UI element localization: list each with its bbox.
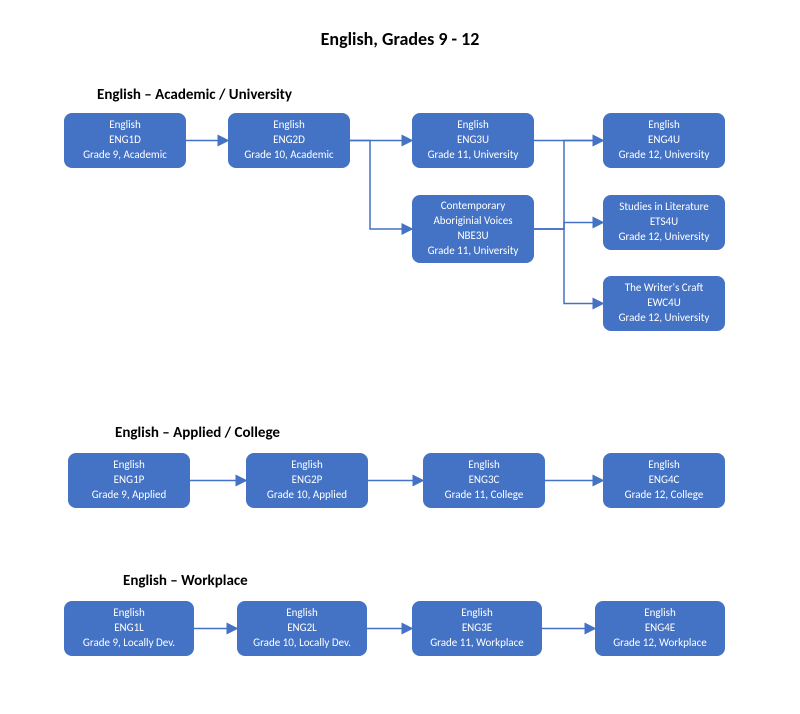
course-line: Grade 9, Locally Dev.	[70, 636, 188, 651]
course-line: Grade 11, College	[429, 488, 539, 503]
course-line: Grade 10, Academic	[234, 148, 344, 163]
course-line: Grade 10, Locally Dev.	[243, 636, 361, 651]
course-line: Grade 12, University	[609, 148, 719, 163]
course-eng1l: EnglishENG1LGrade 9, Locally Dev.	[64, 601, 194, 656]
course-line: NBE3U	[418, 229, 528, 244]
course-line: ENG1D	[70, 133, 180, 148]
course-line: Grade 11, University	[418, 148, 528, 163]
arrow	[534, 141, 603, 230]
course-line: ENG3E	[418, 621, 536, 636]
course-eng1p: EnglishENG1PGrade 9, Applied	[68, 453, 190, 508]
course-line: ENG2L	[243, 621, 361, 636]
course-line: English	[74, 458, 184, 473]
course-line: English	[418, 606, 536, 621]
course-eng3u: EnglishENG3UGrade 11, University	[412, 113, 534, 168]
course-line: English	[243, 606, 361, 621]
course-line: English	[609, 118, 719, 133]
course-ewc4u: The Writer's CraftEWC4UGrade 12, Univers…	[603, 276, 725, 331]
section-title-workplace: English – Workplace	[123, 572, 248, 590]
section-title-academic: English – Academic / University	[97, 86, 292, 104]
course-line: ENG2D	[234, 133, 344, 148]
course-line: ENG1P	[74, 473, 184, 488]
course-line: Contemporary Aboriginial Voices	[418, 199, 528, 229]
course-eng2p: EnglishENG2PGrade 10, Applied	[246, 453, 368, 508]
course-line: Grade 12, University	[609, 230, 719, 245]
course-line: ENG4E	[601, 621, 719, 636]
course-eng4c: EnglishENG4CGrade 12, College	[603, 453, 725, 508]
course-line: Grade 11, Workplace	[418, 636, 536, 651]
course-line: ENG4C	[609, 473, 719, 488]
course-line: English	[70, 118, 180, 133]
course-line: Grade 12, Workplace	[601, 636, 719, 651]
course-line: Grade 12, College	[609, 488, 719, 503]
page-title: English, Grades 9 - 12	[0, 28, 800, 50]
course-eng3e: EnglishENG3EGrade 11, Workplace	[412, 601, 542, 656]
course-line: The Writer's Craft	[609, 281, 719, 296]
course-line: ETS4U	[609, 215, 719, 230]
course-eng1d: EnglishENG1DGrade 9, Academic	[64, 113, 186, 168]
course-line: Grade 11, University	[418, 244, 528, 259]
course-ets4u: Studies in LiteratureETS4UGrade 12, Univ…	[603, 195, 725, 250]
course-line: ENG3U	[418, 133, 528, 148]
course-line: EWC4U	[609, 296, 719, 311]
course-line: ENG4U	[609, 133, 719, 148]
course-line: English	[70, 606, 188, 621]
course-line: ENG3C	[429, 473, 539, 488]
course-line: Studies in Literature	[609, 200, 719, 215]
course-eng2l: EnglishENG2LGrade 10, Locally Dev.	[237, 601, 367, 656]
course-line: ENG2P	[252, 473, 362, 488]
course-eng4u: EnglishENG4UGrade 12, University	[603, 113, 725, 168]
course-line: English	[601, 606, 719, 621]
section-title-applied: English – Applied / College	[115, 424, 280, 442]
course-eng3c: EnglishENG3CGrade 11, College	[423, 453, 545, 508]
course-eng2d: EnglishENG2DGrade 10, Academic	[228, 113, 350, 168]
course-line: English	[252, 458, 362, 473]
arrow	[534, 229, 603, 304]
course-line: Grade 9, Academic	[70, 148, 180, 163]
course-line: ENG1L	[70, 621, 188, 636]
course-line: English	[609, 458, 719, 473]
arrow	[350, 141, 412, 230]
arrow	[534, 223, 603, 230]
course-line: Grade 12, University	[609, 311, 719, 326]
course-line: Grade 9, Applied	[74, 488, 184, 503]
course-line: English	[418, 118, 528, 133]
course-nbe3u: Contemporary Aboriginial VoicesNBE3UGrad…	[412, 195, 534, 263]
course-line: Grade 10, Applied	[252, 488, 362, 503]
course-line: English	[234, 118, 344, 133]
course-line: English	[429, 458, 539, 473]
course-eng4e: EnglishENG4EGrade 12, Workplace	[595, 601, 725, 656]
